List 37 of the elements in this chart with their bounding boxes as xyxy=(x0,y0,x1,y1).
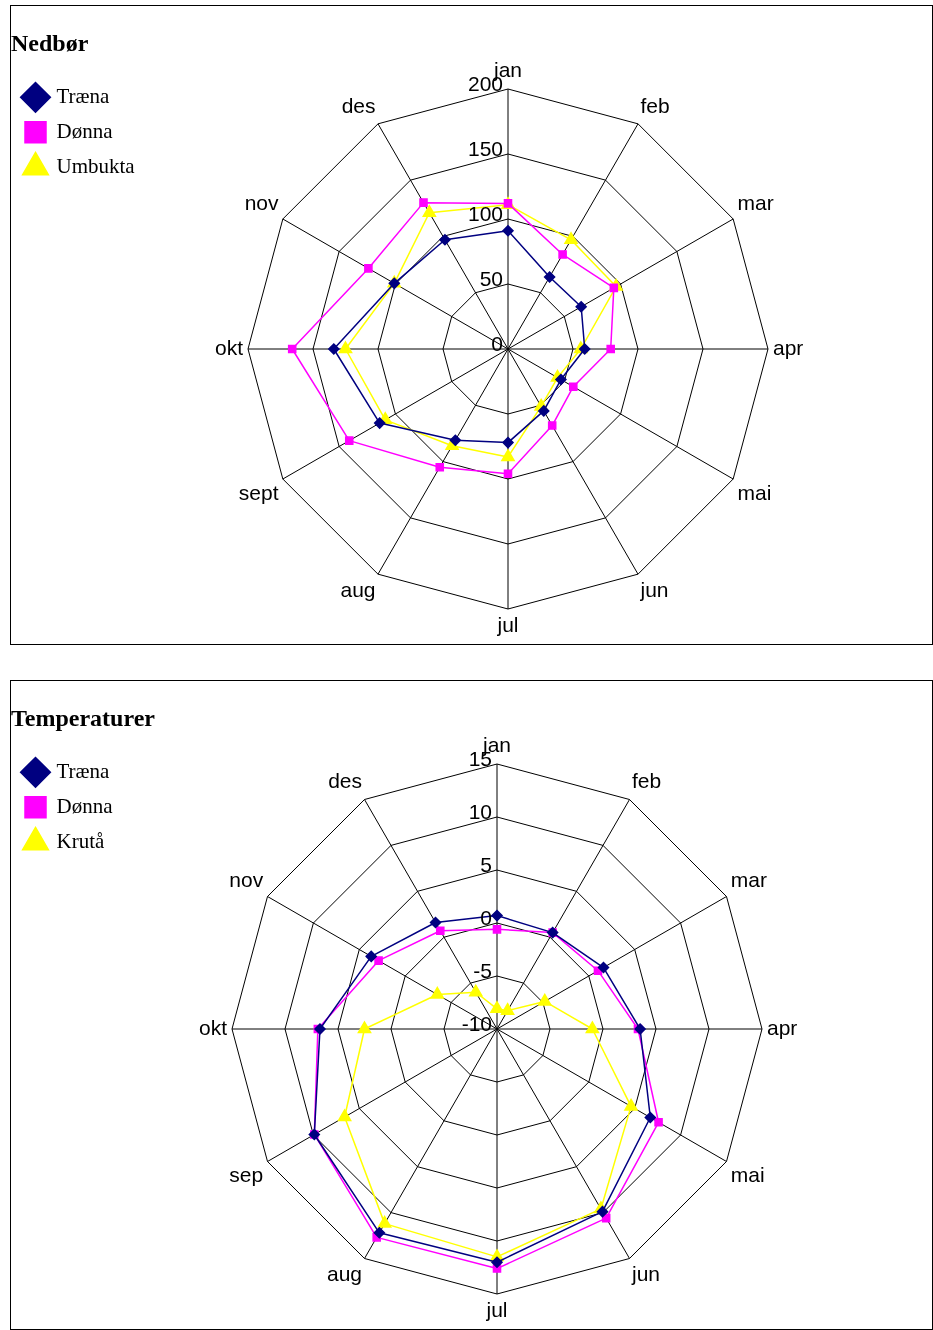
spoke-label: apr xyxy=(767,1015,798,1039)
spoke-label: apr xyxy=(773,335,804,359)
spoke-label: sep xyxy=(229,1163,264,1187)
spoke-label: sept xyxy=(238,480,279,504)
y-tick-label: -5 xyxy=(473,958,492,982)
spoke-label: feb xyxy=(632,769,662,793)
spoke-label: jun xyxy=(639,577,669,601)
legend-label: Dønna xyxy=(56,793,114,818)
y-tick-label: 10 xyxy=(468,799,492,823)
spoke-label: okt xyxy=(214,335,244,359)
spoke-label: okt xyxy=(198,1015,228,1039)
spoke-label: nov xyxy=(229,868,264,892)
spoke-label: aug xyxy=(326,1262,362,1286)
legend-label: Træna xyxy=(56,83,111,108)
legend-label: Umbukta xyxy=(56,153,136,178)
spoke-label: nov xyxy=(244,190,279,214)
spoke-label: mai xyxy=(737,480,772,504)
y-tick-label: 150 xyxy=(467,136,503,160)
chart-title: Nedbør xyxy=(11,29,89,56)
legend-label: Krutå xyxy=(56,828,105,853)
legend-label: Dønna xyxy=(56,118,114,143)
spoke-label: jun xyxy=(631,1262,661,1286)
spoke-label: des xyxy=(328,769,362,793)
spoke-label: des xyxy=(341,93,376,117)
y-tick-label: -10 xyxy=(461,1011,492,1035)
spoke-label: mar xyxy=(737,190,774,214)
spoke-label: mar xyxy=(730,868,767,892)
spoke-label: jul xyxy=(485,1298,508,1322)
chart-title: Temperaturer xyxy=(11,704,156,731)
spoke-label: jul xyxy=(496,613,519,637)
spoke-label: feb xyxy=(640,93,670,117)
y-tick-label: 50 xyxy=(479,266,503,290)
y-tick-label: 5 xyxy=(480,852,492,876)
spoke-label: aug xyxy=(340,577,376,601)
spoke-label: mai xyxy=(730,1163,765,1187)
legend-label: Træna xyxy=(56,758,111,783)
y-tick-label: 100 xyxy=(467,201,503,225)
